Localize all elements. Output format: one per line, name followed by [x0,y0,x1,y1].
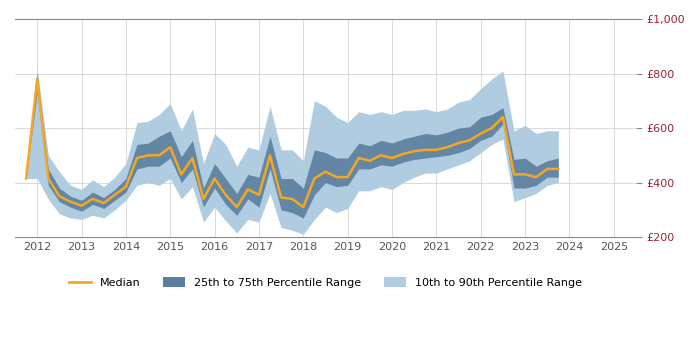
Legend: Median, 25th to 75th Percentile Range, 10th to 90th Percentile Range: Median, 25th to 75th Percentile Range, 1… [64,273,587,293]
